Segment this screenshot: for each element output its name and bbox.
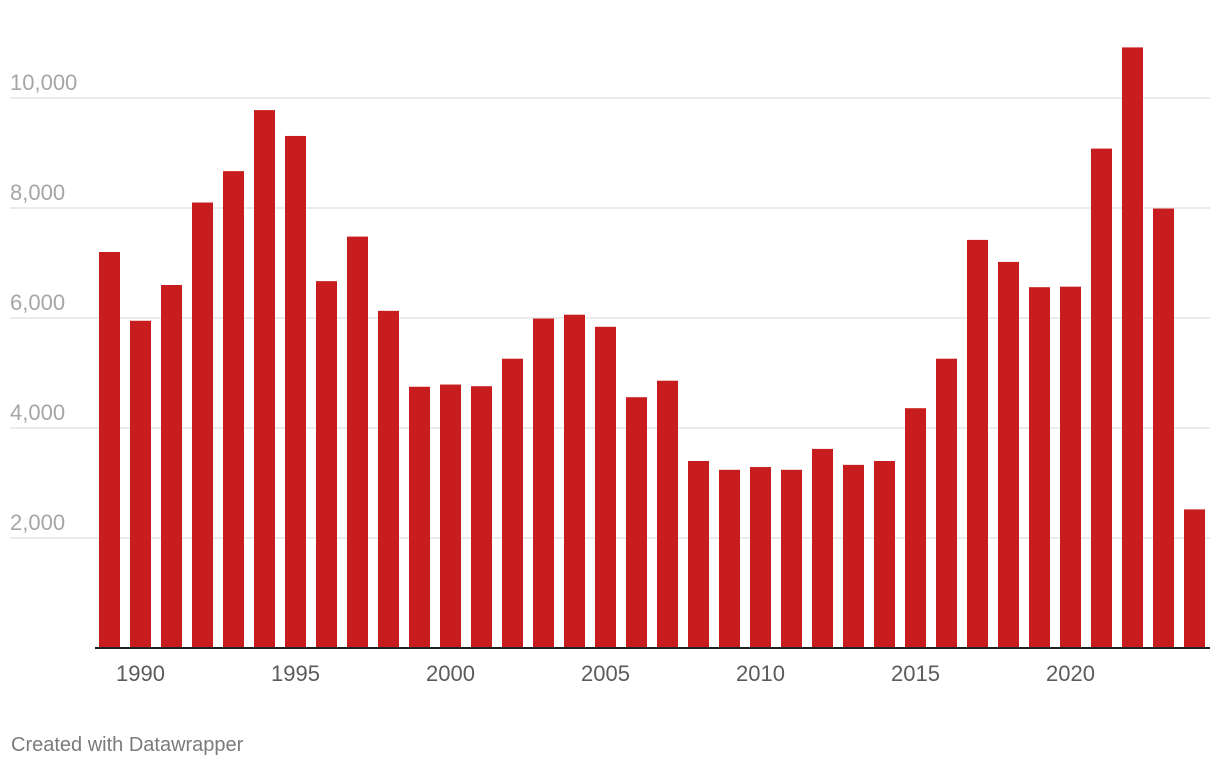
credit-text: Created with Datawrapper — [11, 734, 244, 756]
bar — [750, 467, 771, 648]
bar — [595, 326, 616, 648]
bar — [657, 380, 678, 648]
bar — [843, 464, 864, 648]
bar — [192, 202, 213, 648]
bar — [626, 397, 647, 648]
bar — [719, 469, 740, 648]
bar — [1029, 287, 1050, 648]
bar-chart: 2,000 4,000 6,000 8,000 10,000 1990 1995 2000 2… — [10, 47, 1210, 686]
y-tick-label: 4,000 — [10, 400, 65, 425]
bar — [130, 320, 151, 648]
y-tick-label: 2,000 — [10, 510, 65, 535]
bar — [936, 358, 957, 648]
bar — [1060, 286, 1081, 648]
bar — [967, 239, 988, 648]
bar — [998, 261, 1019, 648]
x-tick-label: 2020 — [1046, 661, 1095, 686]
bar — [1122, 47, 1143, 648]
x-tick-label: 2005 — [581, 661, 630, 686]
bar — [223, 171, 244, 648]
x-tick-label: 1995 — [271, 661, 320, 686]
bar — [905, 408, 926, 648]
bar — [1153, 208, 1174, 649]
x-tick-label: 2000 — [426, 661, 475, 686]
y-axis-tick-labels: 2,000 4,000 6,000 8,000 10,000 — [10, 70, 77, 535]
x-tick-label: 1990 — [116, 661, 165, 686]
bar — [347, 236, 368, 648]
y-tick-label: 10,000 — [10, 70, 77, 95]
bar — [781, 469, 802, 648]
bar — [161, 285, 182, 648]
x-tick-label: 2015 — [891, 661, 940, 686]
bar — [99, 252, 120, 648]
bar — [285, 135, 306, 648]
bar — [440, 384, 461, 648]
bar — [471, 386, 492, 648]
credit-footer: Created with Datawrapper — [11, 734, 243, 757]
bar — [812, 448, 833, 648]
bar — [533, 318, 554, 648]
bar — [409, 386, 430, 648]
y-tick-label: 8,000 — [10, 180, 65, 205]
bar — [316, 281, 337, 648]
y-tick-label: 6,000 — [10, 290, 65, 315]
bar — [378, 310, 399, 648]
bar — [502, 358, 523, 648]
bar — [1091, 148, 1112, 648]
bar — [564, 314, 585, 648]
bar — [688, 461, 709, 648]
bar — [874, 461, 895, 648]
bars — [99, 47, 1205, 649]
bar — [254, 110, 275, 649]
bar — [1184, 509, 1205, 648]
x-tick-label: 2010 — [736, 661, 785, 686]
x-axis-tick-labels: 1990 1995 2000 2005 2010 2015 2020 — [116, 661, 1095, 686]
